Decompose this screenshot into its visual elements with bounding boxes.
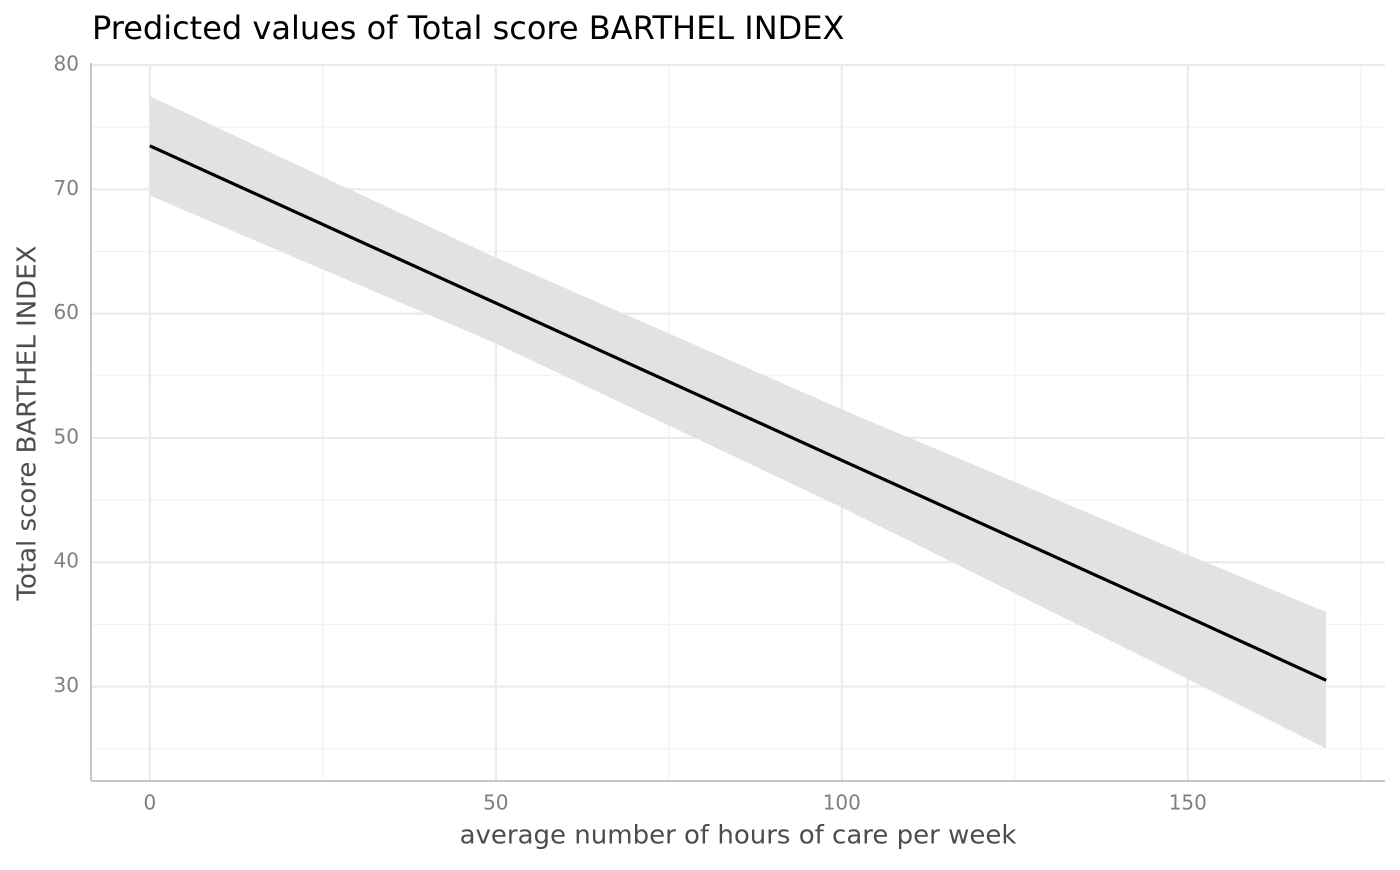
y-tick-label: 30	[54, 673, 79, 697]
x-tick-label: 100	[823, 791, 861, 815]
chart-title: Predicted values of Total score BARTHEL …	[92, 9, 844, 47]
x-tick-label: 0	[143, 791, 156, 815]
y-axis-title: Total score BARTHEL INDEX	[13, 246, 43, 602]
y-tick-label: 50	[54, 424, 79, 448]
y-tick-label: 80	[54, 52, 79, 76]
x-axis-title: average number of hours of care per week	[460, 821, 1017, 851]
x-tick-label: 50	[483, 791, 508, 815]
y-tick-label: 60	[54, 300, 79, 324]
x-tick-label: 150	[1169, 791, 1207, 815]
y-tick-label: 40	[54, 549, 79, 573]
confidence-band	[149, 96, 1327, 749]
line	[149, 144, 1327, 682]
y-tick-label: 70	[54, 176, 79, 200]
